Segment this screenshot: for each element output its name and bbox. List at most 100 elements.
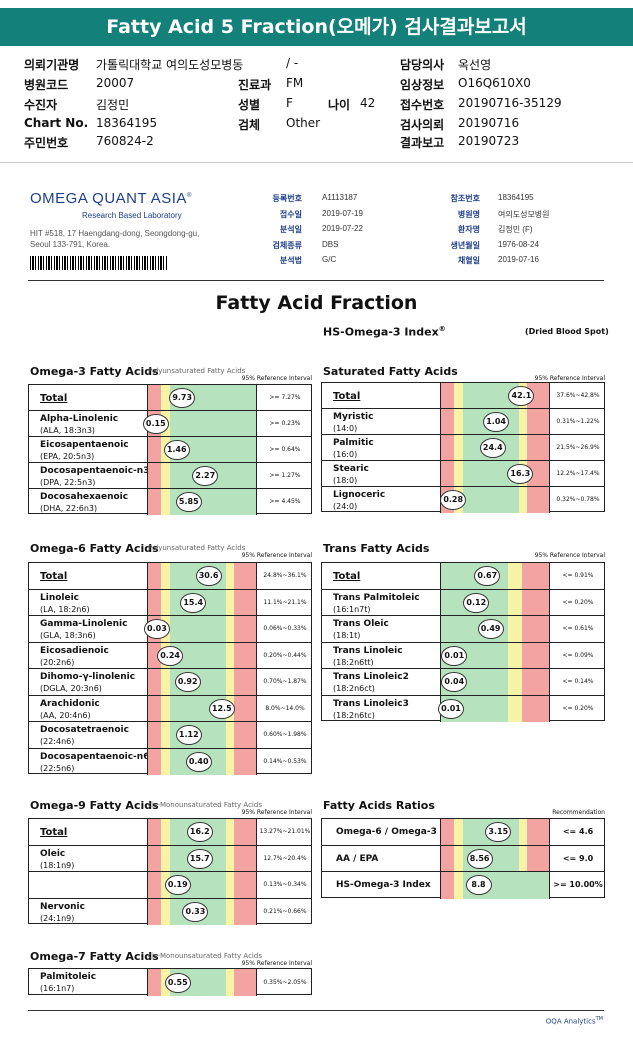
gauge-zone: [225, 969, 235, 996]
reference-interval-label: Recommendation: [552, 809, 605, 816]
table-row: Gamma-Linolenic (GLA, 18:3n6) 0.03 0.06%~0.…: [29, 616, 311, 643]
section-subtitle-o6: Polyunsaturated Fatty Acids: [148, 544, 246, 552]
gauge-zone: [527, 487, 549, 513]
fatty-acid-name: Omega-6 / Omega-3: [336, 827, 437, 837]
gauge-zone: [225, 819, 235, 845]
value-specimen: Other: [286, 116, 321, 130]
result-value-marker: 0.24: [157, 645, 184, 666]
lab-info-value: A1113187: [322, 193, 358, 202]
gauge-zone: [225, 722, 235, 748]
fatty-acid-name: Myristic: [333, 412, 374, 422]
table-row: Trans Linoleic3 (18:2n6tc) 0.01 <= 0.20%: [322, 695, 604, 722]
lab-info-value: 2019-07-16: [498, 255, 539, 264]
fatty-acid-abbrev: (16:0): [333, 450, 358, 459]
gauge-zone: [148, 695, 161, 721]
table-row: Eicosapentaenoic (EPA, 20:5n3) 1.46 >= 0.64…: [29, 437, 311, 463]
gauge-zone: [148, 845, 161, 871]
reference-interval-label: 95% Reference Interval: [534, 552, 605, 559]
gauge-zone: [527, 845, 549, 871]
gauge-zone: [148, 489, 161, 515]
gauge-zone: [518, 487, 528, 513]
gauge-zone: [225, 642, 235, 668]
table-row: Total 9.73 >= 7.27%: [29, 385, 311, 411]
section-title-o9: Omega-9 Fatty Acids: [30, 799, 159, 812]
fatty-acid-name: Total: [333, 571, 361, 582]
lab-info-key: 생년월일: [450, 240, 480, 250]
fatty-acid-abbrev: (16:1n7): [40, 984, 75, 993]
fatty-acid-name: Gamma-Linolenic: [40, 619, 128, 629]
result-gauge: [440, 845, 550, 871]
lab-info-value: 2019-07-22: [322, 224, 363, 233]
fatty-acid-abbrev: (DGLA, 20:3n6): [40, 684, 102, 693]
value-resident-no: 760824-2: [96, 134, 154, 148]
result-gauge: [440, 589, 550, 615]
result-value-marker: 0.55: [164, 972, 191, 993]
fatty-acid-name: Trans Palmitoleic: [333, 592, 420, 603]
fatty-acid-abbrev: (ALA, 18:3n3): [40, 426, 96, 435]
table-row: Nervonic (24:1n9) 0.33 0.21%~0.66%: [29, 898, 311, 925]
fatty-acid-name: Trans Oleic: [333, 619, 389, 629]
gauge-zone: [453, 409, 463, 434]
fatty-acid-name: Oleic: [40, 848, 66, 859]
reference-range: 0.31%~1.22%: [556, 418, 600, 425]
gauge-zone: [522, 616, 549, 642]
lab-info-key: 채혈일: [457, 256, 480, 265]
gauge-zone: [453, 845, 463, 871]
lab-info-key: 참조번호: [450, 194, 480, 203]
reference-interval-label: 95% Reference Interval: [241, 960, 312, 967]
reference-range: <= 0.20%: [562, 704, 594, 712]
gauge-zone: [160, 695, 170, 721]
gauge-zone: [234, 969, 256, 996]
gauge-zone: [234, 563, 256, 589]
gauge-zone: [160, 669, 170, 695]
value-sex: F: [286, 96, 293, 110]
value-hospital-code: 20007: [96, 76, 135, 90]
result-value-marker: 2.27: [192, 466, 219, 486]
fatty-acid-abbrev: (20:2n6): [40, 657, 75, 667]
gauge-zone: [518, 409, 528, 434]
results-table-o7: Palmitoleic (16:1n7) 0.55 0.35%~2.05%: [28, 968, 312, 996]
result-value-marker: 0.19: [164, 875, 191, 896]
fatty-acid-abbrev: (18:2n6ct): [333, 684, 375, 693]
footer-text: OQA Analytics: [545, 1017, 596, 1026]
results-table-o9: Total 16.2 13.27%~21.01% Oleic (18:1n9) 15.7 1…: [28, 818, 312, 925]
fatty-acid-abbrev: (16:1n7t): [333, 604, 371, 614]
result-gauge: [147, 872, 257, 898]
reference-range: <= 0.20%: [562, 598, 594, 606]
gauge-zone: [160, 845, 170, 871]
reference-range: 11.1%~21.1%: [263, 598, 307, 606]
reference-range: 12.7%~20.4%: [263, 854, 307, 862]
reference-range: 0.35%~2.05%: [263, 979, 307, 986]
result-value-marker: 0.01: [438, 698, 464, 719]
fatty-acid-abbrev: (22:5n6): [40, 763, 75, 773]
result-gauge: [440, 461, 550, 486]
gauge-zone: [453, 461, 463, 486]
gauge-zone: [148, 463, 161, 488]
lab-info-value: 여의도성모병원: [498, 209, 550, 219]
reference-range: <= 0.91%: [562, 572, 594, 579]
reference-interval-label: 95% Reference Interval: [241, 375, 312, 382]
result-value-marker: 12.5: [208, 698, 235, 719]
value-patient: 김정민: [96, 98, 130, 112]
table-row: Docosapentaenoic-n3 (DPA, 22:5n3) 2.27 >= 1…: [29, 463, 311, 489]
reference-range: 21.5%~26.9%: [556, 444, 600, 451]
lab-info-key: 검체종류: [272, 240, 302, 250]
table-row: Total 0.67 <= 0.91%: [322, 563, 604, 590]
value-department: FM: [286, 76, 304, 90]
fatty-acid-name: Total: [40, 571, 68, 582]
table-row: Trans Linoleic2 (18:2n6ct) 0.04 <= 0.14%: [322, 669, 604, 696]
reference-range: 12.2%~17.4%: [556, 470, 600, 477]
result-value-marker: 0.67: [474, 566, 501, 587]
fatty-acid-abbrev: (24:0): [333, 502, 358, 511]
fatty-acid-abbrev: (DPA, 22:5n3): [40, 478, 96, 487]
table-row: Total 30.6 24.8%~36.1%: [29, 563, 311, 590]
gauge-zone: [148, 872, 161, 898]
table-row: Alpha-Linolenic (ALA, 18:3n3) 0.15 >= 0.23%: [29, 411, 311, 437]
gauge-zone: [225, 845, 235, 871]
gauge-zone: [225, 872, 235, 898]
label-clinical: 임상정보: [400, 78, 445, 92]
result-value-marker: 0.92: [174, 672, 201, 693]
fatty-acid-name: Nervonic: [40, 901, 85, 912]
gauge-zone: [234, 695, 256, 721]
gauge-zone: [527, 409, 549, 434]
